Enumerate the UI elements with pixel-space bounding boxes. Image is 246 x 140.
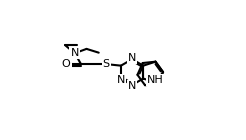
Text: NH: NH <box>147 75 164 85</box>
Text: S: S <box>103 59 110 69</box>
Text: N: N <box>117 75 125 85</box>
Text: N: N <box>128 81 136 91</box>
Text: N: N <box>71 48 79 58</box>
Text: O: O <box>62 59 71 69</box>
Text: N: N <box>128 53 136 63</box>
